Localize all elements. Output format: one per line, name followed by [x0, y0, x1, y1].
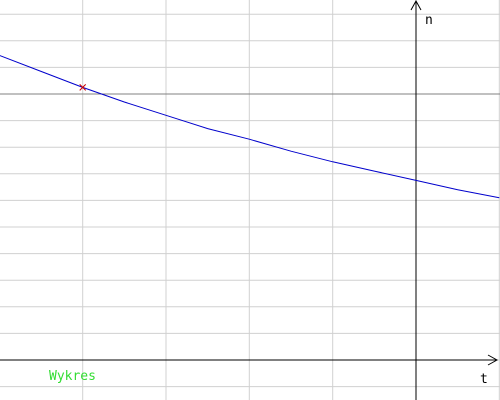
x-axis-arrow	[487, 354, 499, 366]
data-marker	[79, 84, 87, 91]
y-axis-label: n	[425, 13, 433, 28]
x-axis-label: t	[480, 372, 488, 387]
y-axis-arrow	[410, 0, 422, 11]
chart-title: Wykres	[49, 369, 96, 384]
marker-stroke	[79, 84, 87, 91]
